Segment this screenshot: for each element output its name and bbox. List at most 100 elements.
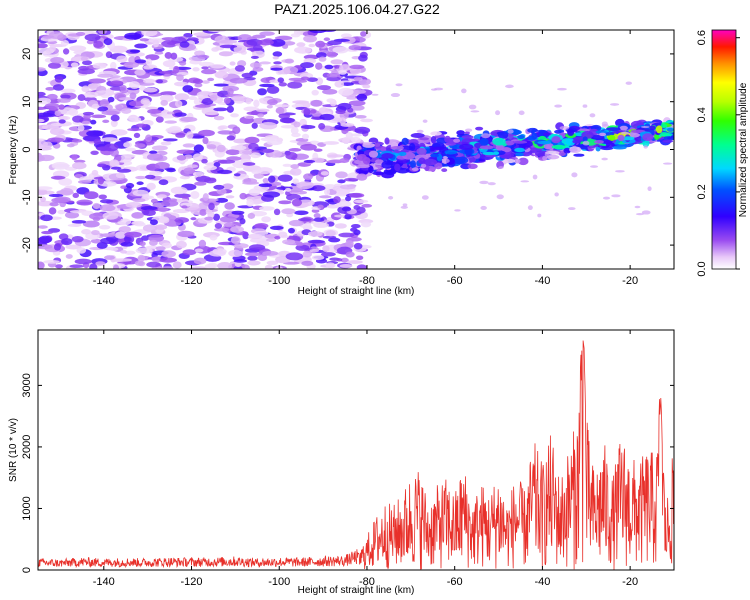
spectrogram-cell <box>518 110 525 116</box>
spectrogram-cell <box>143 209 156 216</box>
spectrogram-cell <box>291 132 301 138</box>
spectrogram-cell <box>517 157 529 166</box>
spectrogram-cell <box>344 177 358 182</box>
spectrogram-cell <box>101 110 120 116</box>
spectrogram-cell <box>72 115 84 123</box>
spectrogram-cell <box>350 223 361 229</box>
spectrogram-cell <box>339 184 356 190</box>
spectrogram-xlabel: Height of straight line (km) <box>298 286 415 297</box>
spectrogram-cell <box>60 88 76 93</box>
spectrogram-cell <box>253 172 264 179</box>
spectrogram-cell <box>109 159 120 166</box>
spectrogram-cell <box>114 258 132 262</box>
spectrogram-cell <box>610 103 620 106</box>
spectrogram-cell <box>124 32 142 40</box>
spectrogram-cell <box>358 79 370 85</box>
spectrogram-cell <box>341 206 352 212</box>
spectrogram-cell <box>70 62 79 68</box>
spectrogram-cell <box>193 98 202 106</box>
spectrogram-cell <box>493 151 500 156</box>
spectrogram-cell <box>77 68 95 75</box>
spectrogram-cell <box>303 108 311 116</box>
spectrogram-cell <box>97 176 105 185</box>
spectrogram-cell <box>38 225 48 229</box>
spectrogram-cell <box>48 31 64 40</box>
spectrogram-cell <box>226 135 236 141</box>
spectrogram-cell <box>262 250 279 256</box>
snr-frame <box>37 329 675 571</box>
spectrogram-cell <box>188 96 198 101</box>
spectrogram-cell <box>563 147 571 154</box>
spectrogram-cell <box>551 144 566 150</box>
spectrogram-cell <box>544 151 549 157</box>
spectrogram-cell <box>183 167 195 175</box>
spectrogram-cell <box>147 109 162 114</box>
snr-xtick-label: -140 <box>93 576 115 588</box>
spectrogram-cell <box>285 252 304 261</box>
spectrogram-cell <box>154 224 168 230</box>
spectrogram-cell <box>537 213 542 218</box>
spectrogram-cell <box>322 245 330 252</box>
spectrogram-cell <box>594 139 604 144</box>
spectrogram-cell <box>642 133 654 141</box>
spectrogram-cell <box>38 186 53 191</box>
spectrogram-cell <box>354 126 371 134</box>
spectrogram-cell <box>467 163 478 170</box>
spectrogram-cell <box>295 242 304 247</box>
spectrogram-cell <box>214 70 229 79</box>
spectrogram-cell <box>285 187 292 192</box>
spectrogram-cell <box>201 80 210 84</box>
spectrogram-cell <box>233 243 249 249</box>
spectrogram-cell <box>284 58 295 64</box>
spectrogram-cell <box>335 171 348 179</box>
spectrogram-cell <box>340 257 349 263</box>
spectrogram-cell <box>214 150 225 158</box>
spectrogram-cell <box>115 172 125 179</box>
spectrogram-cell <box>495 110 501 116</box>
spectrogram-cell <box>160 200 179 207</box>
spectrogram-cell <box>619 125 628 131</box>
spectrogram-cell <box>99 99 109 107</box>
spectrogram-cell <box>198 61 215 67</box>
spectrogram-cell <box>110 166 122 170</box>
spectrogram-cell <box>318 122 326 130</box>
spectrogram-cell <box>165 127 182 133</box>
spectrogram-cell <box>254 223 269 229</box>
spectrogram-cell <box>568 207 576 211</box>
spectrogram-cell <box>224 202 235 210</box>
snr-xlabel: Height of straight line (km) <box>298 585 415 596</box>
spectrogram-cell <box>337 102 352 110</box>
spectrogram-cell <box>149 219 158 226</box>
spectrogram-cell <box>201 69 217 75</box>
spectrogram-cell <box>71 220 87 224</box>
spectrogram-cell <box>154 51 164 55</box>
spectrogram-cell <box>52 84 65 91</box>
spectrogram-cell <box>201 66 209 70</box>
spectrogram-cell <box>76 247 87 254</box>
spectrogram-cell <box>170 52 178 60</box>
spectrogram-cell <box>222 183 234 190</box>
spectrogram-cell <box>160 141 172 146</box>
spectrogram-cell <box>300 76 310 81</box>
spectrogram-cell <box>459 143 474 150</box>
spectrogram-cell <box>89 263 98 269</box>
spectrogram-cell <box>357 150 365 155</box>
spectrogram-cell <box>219 44 238 49</box>
spectrogram-cell <box>354 114 367 119</box>
spectrogram-cell <box>590 165 599 168</box>
spectrogram-cell <box>247 255 258 261</box>
spectrogram-cell <box>49 44 56 53</box>
spectrogram-cell <box>213 83 229 87</box>
spectrogram-cell <box>152 39 160 48</box>
spectrogram-cell <box>179 175 191 180</box>
spectrogram-cell <box>49 128 65 136</box>
spectrogram-cell <box>77 94 86 101</box>
spectrogram-cell <box>601 157 608 161</box>
spectrogram-cell <box>198 239 207 248</box>
spectrogram-cell <box>120 108 132 114</box>
spectrogram-cell <box>662 139 674 143</box>
spectrogram-cell <box>98 225 111 230</box>
spectrogram-cell <box>69 45 87 52</box>
spectrogram-cell <box>660 123 668 129</box>
spectrogram-cell <box>527 205 533 211</box>
